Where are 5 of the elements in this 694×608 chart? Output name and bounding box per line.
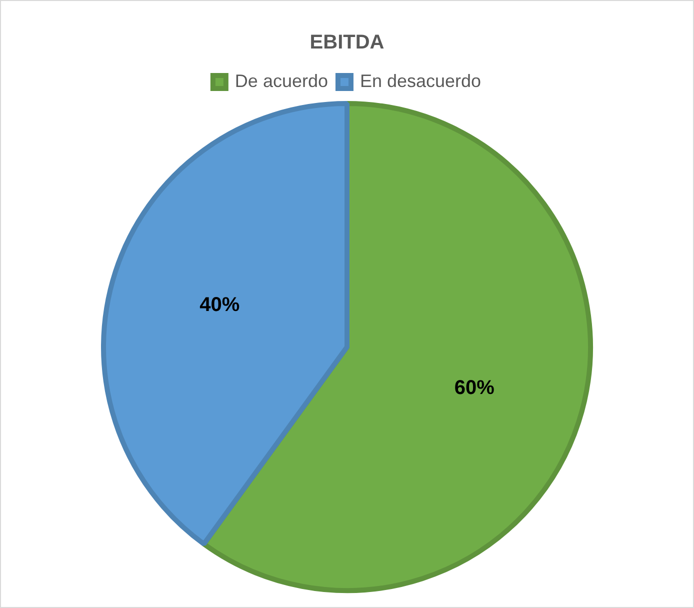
chart-title: EBITDA xyxy=(310,32,384,54)
data-label: 40% xyxy=(200,294,240,316)
legend-label: En desacuerdo xyxy=(360,70,482,91)
data-label: 60% xyxy=(454,376,495,399)
legend-label: De acuerdo xyxy=(234,70,328,91)
